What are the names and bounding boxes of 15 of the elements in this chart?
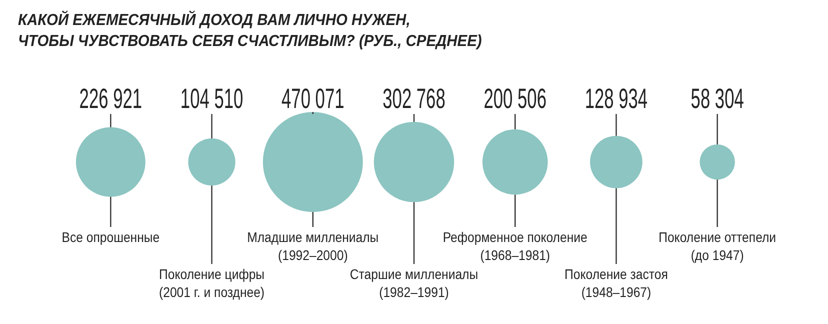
text: КАКОЙ ЕЖЕМЕСЯЧНЫЙ ДОХОД ВАМ ЛИЧНО НУЖЕН, ЧТОБЫ ЧУВСТВОВАТЬ СЕБЯ СЧАСТЛИВЫМ? (РУБ., СРЕДНЕЕ) xyxy=(18,10,482,52)
category-label: Старшие миллениалы (1982–1991) xyxy=(350,266,478,300)
data-label: 58 304 xyxy=(690,82,744,114)
data-label: 200 506 xyxy=(484,82,546,114)
data-label: 128 934 xyxy=(584,82,648,114)
data-label: 302 768 xyxy=(382,82,446,114)
category-label: Реформенное поколение (1968–1981) xyxy=(442,229,588,264)
data-label: 470 071 xyxy=(282,82,344,114)
category-label: Младшие миллениалы (1992–2000) xyxy=(247,229,379,264)
category-label: Поколение оттепели (до 1947) xyxy=(658,229,776,264)
data-label: 226 921 xyxy=(79,82,142,114)
category-label: Поколение застоя (1948–1967) xyxy=(564,266,668,300)
data-label: 104 510 xyxy=(180,82,244,114)
category-label: Поколение цифры (2001 г. и позднее) xyxy=(159,266,265,300)
category-label: Все опрошенные xyxy=(62,229,160,246)
